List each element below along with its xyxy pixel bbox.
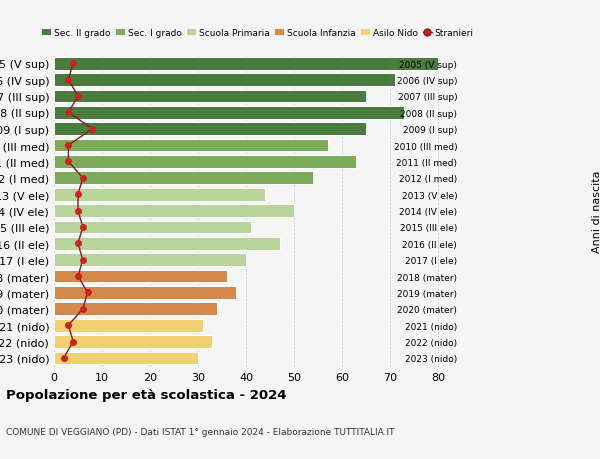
Bar: [54, 336, 212, 348]
Bar: [54, 172, 313, 185]
Point: [64, 322, 73, 329]
Point: [73, 191, 83, 198]
Text: Popolazione per età scolastica - 2024: Popolazione per età scolastica - 2024: [6, 388, 287, 401]
Point: [78, 257, 88, 264]
Bar: [54, 107, 404, 119]
Bar: [54, 221, 251, 234]
Bar: [54, 205, 294, 218]
Bar: [54, 319, 203, 332]
Point: [88, 126, 97, 133]
Point: [78, 224, 88, 231]
Point: [64, 109, 73, 117]
Bar: [54, 286, 236, 299]
Bar: [54, 270, 227, 283]
Point: [68, 61, 78, 68]
Point: [64, 158, 73, 166]
Point: [73, 207, 83, 215]
Point: [64, 142, 73, 150]
Bar: [54, 189, 265, 201]
Point: [78, 306, 88, 313]
Bar: [54, 140, 328, 152]
Text: Anni di nascita: Anni di nascita: [592, 170, 600, 252]
Point: [68, 338, 78, 346]
Bar: [54, 58, 438, 70]
Bar: [54, 90, 366, 103]
Bar: [54, 352, 198, 364]
Bar: [54, 254, 246, 267]
Legend: Sec. II grado, Sec. I grado, Scuola Primaria, Scuola Infanzia, Asilo Nido, Stran: Sec. II grado, Sec. I grado, Scuola Prim…: [43, 29, 473, 38]
Point: [73, 93, 83, 101]
Text: COMUNE DI VEGGIANO (PD) - Dati ISTAT 1° gennaio 2024 - Elaborazione TUTTITALIA.I: COMUNE DI VEGGIANO (PD) - Dati ISTAT 1° …: [6, 427, 395, 436]
Bar: [54, 156, 356, 168]
Bar: [54, 74, 395, 87]
Point: [59, 354, 68, 362]
Point: [83, 289, 92, 297]
Point: [78, 175, 88, 182]
Bar: [54, 303, 217, 315]
Point: [73, 240, 83, 247]
Bar: [54, 237, 280, 250]
Point: [64, 77, 73, 84]
Point: [73, 273, 83, 280]
Bar: [54, 123, 366, 136]
